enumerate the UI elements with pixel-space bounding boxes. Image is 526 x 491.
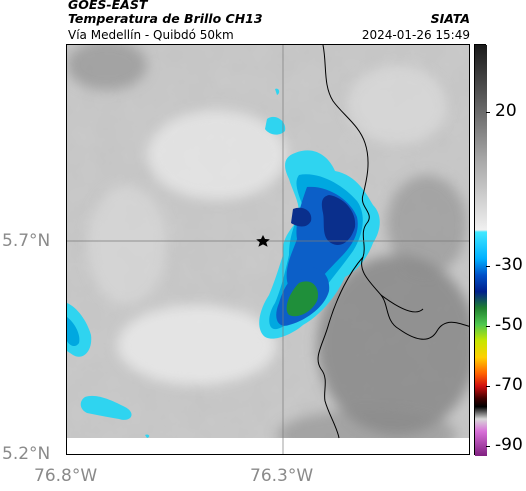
colorbar-tick-mark xyxy=(486,266,490,267)
satellite-map[interactable] xyxy=(66,44,470,455)
dark-terrain-patches xyxy=(67,45,469,454)
country-borders xyxy=(317,45,469,439)
lon-tick-label: 76.3°W xyxy=(250,466,314,486)
lat-tick-label: 5.7°N xyxy=(2,231,51,251)
convective-cloud-cluster xyxy=(259,150,380,339)
colorbar xyxy=(474,44,487,456)
colorbar-gradient xyxy=(475,45,487,456)
colorbar-tick-label: -90 xyxy=(495,435,523,455)
colorbar-tick-label: -30 xyxy=(495,255,523,275)
lat-tick-label: 5.2°N xyxy=(2,444,51,464)
lon-tick-label: 76.8°W xyxy=(34,466,98,486)
satellite-title: GOES-EAST xyxy=(68,0,148,12)
colorbar-tick-label: 20 xyxy=(495,101,517,121)
region-label: Vía Medellín - Quibdó 50km xyxy=(68,28,234,42)
colorbar-tick-mark xyxy=(486,446,490,447)
colorbar-tick-mark xyxy=(486,386,490,387)
colorbar-tick-mark xyxy=(486,112,490,113)
colorbar-tick-label: -70 xyxy=(495,375,523,395)
colorbar-tick-mark xyxy=(486,326,490,327)
map-canvas xyxy=(67,45,469,454)
organization-label: SIATA xyxy=(430,11,470,26)
no-data-strip xyxy=(67,438,469,454)
product-title: Temperatura de Brillo CH13 xyxy=(68,11,263,26)
isolated-cloud-cells xyxy=(67,88,286,438)
timestamp-label: 2024-01-26 15:49 xyxy=(361,28,470,42)
bright-cloud-patches xyxy=(87,65,447,385)
colorbar-tick-label: -50 xyxy=(495,315,523,335)
star-icon xyxy=(256,235,270,247)
